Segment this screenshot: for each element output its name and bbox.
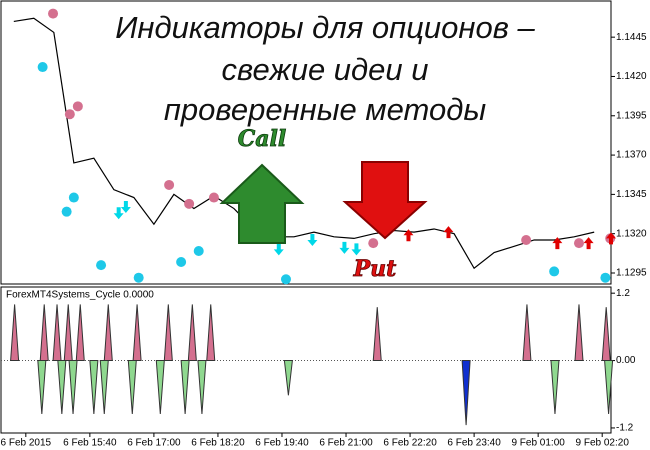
cycle-spike (461, 360, 471, 426)
headline: проверенные методы (164, 92, 487, 127)
price-panel (0, 0, 612, 285)
signal-dot (208, 192, 219, 203)
cycle-spike (132, 304, 142, 362)
signal-arrow (583, 237, 594, 250)
x-tick-label: 9 Feb 02:20 (576, 438, 630, 449)
cycle-spike (99, 360, 109, 414)
y-tick-label: 1.1370 (616, 150, 647, 161)
y-tick-label: 1.1295 (616, 268, 647, 279)
cycle-spike (574, 304, 584, 362)
signal-dot (600, 272, 611, 283)
cycle-spike (197, 360, 207, 414)
cycle-spike (601, 307, 611, 362)
cycle-spike (52, 304, 62, 362)
cycle-spike (127, 360, 137, 414)
y-tick-label: 1.1445 (616, 32, 647, 43)
y-tick-label: 1.1420 (616, 71, 647, 82)
cycle-spike (63, 304, 73, 362)
x-tick-label: 6 Feb 23:40 (447, 438, 501, 449)
call-label: Call (238, 126, 286, 152)
signal-dot (184, 198, 195, 209)
signal-arrow (273, 243, 284, 256)
cycle-spike (89, 360, 99, 414)
y-tick-label: 1.2 (616, 288, 630, 299)
signal-dot (164, 179, 175, 190)
x-tick-label: 6 Feb 15:40 (63, 438, 117, 449)
x-tick-label: 6 Feb 17:00 (127, 438, 181, 449)
signal-arrow (606, 232, 616, 245)
signal-dot (72, 101, 83, 112)
cycle-spike (155, 360, 165, 414)
y-tick-label: 1.1345 (616, 189, 647, 200)
signal-dot (368, 238, 379, 249)
signal-dot (96, 260, 107, 271)
cycle-spike (10, 304, 20, 362)
call-arrow (219, 163, 305, 244)
indicator-title: ForexMT4Systems_Cycle 0.0000 (6, 290, 154, 301)
cycle-spike (39, 304, 49, 362)
signal-dot (280, 274, 291, 285)
put-label: Put (353, 256, 397, 282)
signal-arrow (113, 207, 124, 220)
signal-dot (37, 62, 48, 73)
x-tick-label: 6 Feb 2015 (1, 438, 52, 449)
x-tick-label: 6 Feb 18:20 (191, 438, 245, 449)
signal-dot (549, 266, 560, 277)
signal-dot (193, 245, 204, 256)
y-tick-label: -1.2 (616, 423, 634, 434)
x-tick-label: 6 Feb 19:40 (255, 438, 309, 449)
price-line (13, 17, 595, 270)
indicator-panel (0, 286, 612, 434)
cycle-spike (550, 360, 560, 414)
cycle-spike (180, 360, 190, 414)
headline: свежие идеи и (221, 52, 428, 87)
signal-dot (61, 206, 72, 217)
signal-arrow (403, 229, 414, 242)
cycle-spike (283, 360, 293, 396)
signal-dot (68, 192, 79, 203)
put-arrow (342, 161, 428, 240)
signal-dot (573, 238, 584, 249)
cycle-spike (522, 304, 532, 362)
cycle-spike (187, 304, 197, 362)
y-tick-label: 1.1320 (616, 228, 647, 239)
x-tick-label: 6 Feb 22:20 (383, 438, 437, 449)
signal-dot (521, 234, 532, 245)
signal-arrow (351, 243, 362, 256)
cycle-spike (604, 360, 614, 414)
cycle-spike (57, 360, 67, 414)
cycle-spike (206, 304, 216, 362)
signal-dot (64, 109, 75, 120)
signal-dot (176, 256, 187, 267)
cycle-spike (37, 360, 47, 414)
x-tick-label: 6 Feb 21:00 (319, 438, 373, 449)
y-tick-label: 1.1395 (616, 110, 647, 121)
signal-arrow (552, 237, 563, 250)
cycle-spike (372, 307, 382, 362)
y-tick-label: 0.00 (616, 355, 636, 366)
headline: Индикаторы для опционов – (115, 10, 535, 45)
cycle-spike (103, 304, 113, 362)
signal-arrow (307, 233, 318, 246)
cycle-spike (163, 304, 173, 362)
cycle-spike (75, 304, 85, 362)
signal-dot (133, 272, 144, 283)
signal-arrow (339, 241, 350, 254)
signal-dot (48, 8, 59, 19)
cycle-spike (68, 360, 78, 414)
x-tick-label: 9 Feb 01:00 (511, 438, 565, 449)
signal-arrow (120, 200, 131, 213)
signal-arrow (443, 226, 454, 239)
